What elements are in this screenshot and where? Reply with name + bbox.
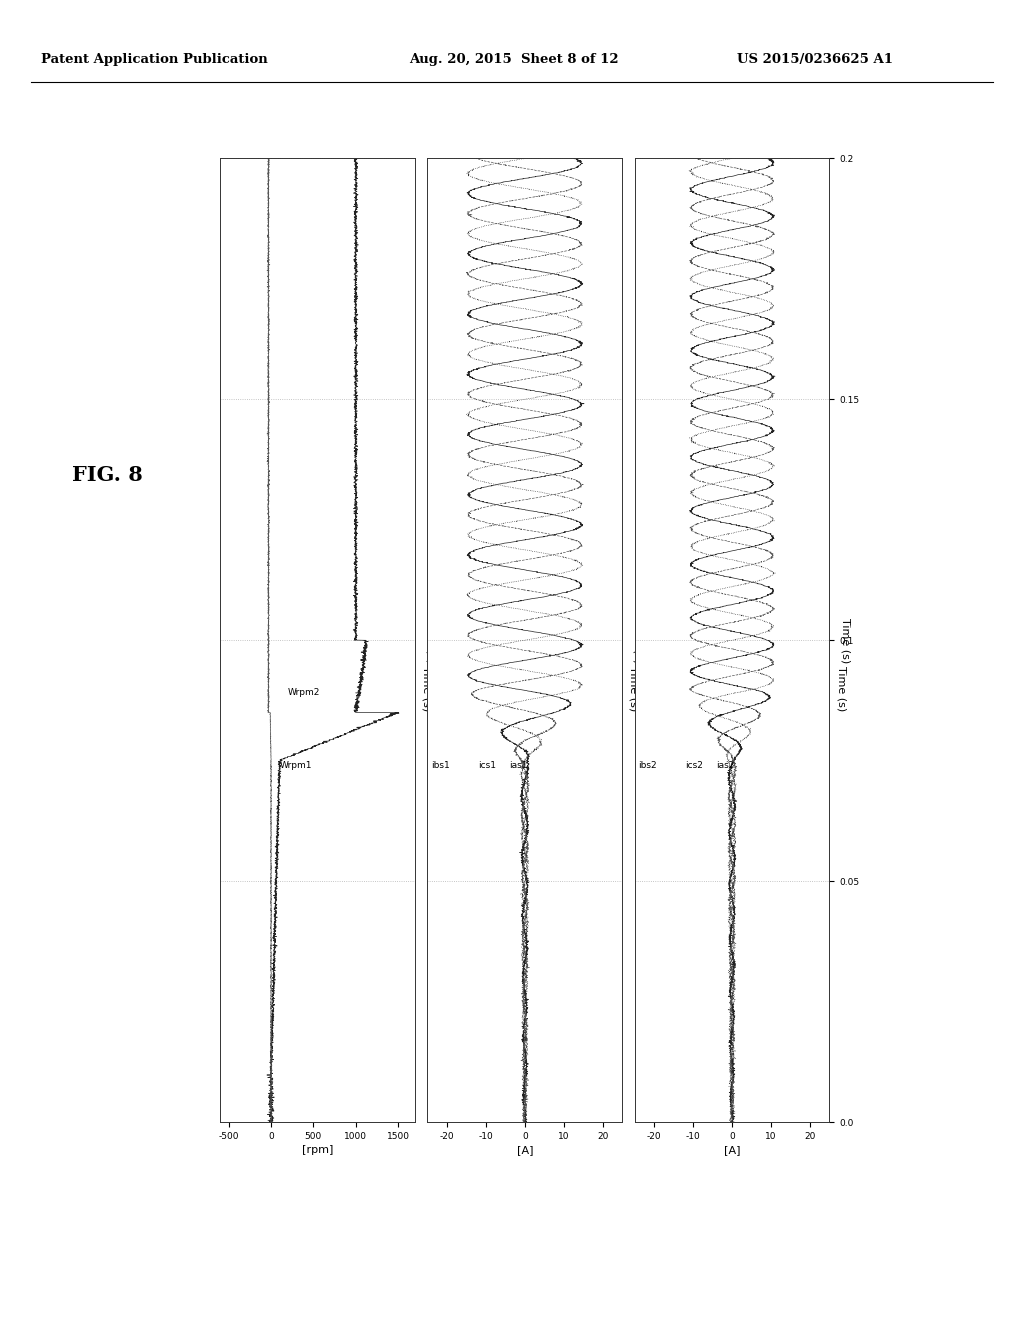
X-axis label: [A]: [A]: [516, 1144, 534, 1155]
X-axis label: [A]: [A]: [724, 1144, 740, 1155]
Text: Time (s): Time (s): [422, 665, 432, 711]
Text: ibs2: ibs2: [638, 760, 657, 770]
Text: ics2: ics2: [685, 760, 703, 770]
Text: ibs1: ibs1: [431, 760, 450, 770]
Text: ias2: ias2: [717, 760, 735, 770]
Text: ias1: ias1: [509, 760, 527, 770]
Text: Time (s): Time (s): [840, 618, 850, 663]
Text: ics1: ics1: [478, 760, 496, 770]
Text: Wrpm1: Wrpm1: [280, 760, 312, 770]
Text: Aug. 20, 2015  Sheet 8 of 12: Aug. 20, 2015 Sheet 8 of 12: [410, 53, 620, 66]
X-axis label: [rpm]: [rpm]: [302, 1144, 333, 1155]
Text: Time (s): Time (s): [629, 665, 639, 711]
Text: Wrpm2: Wrpm2: [288, 689, 321, 697]
Text: US 2015/0236625 A1: US 2015/0236625 A1: [737, 53, 893, 66]
Text: Time (s): Time (s): [426, 618, 435, 663]
Text: Time (s): Time (s): [633, 618, 643, 663]
Text: Patent Application Publication: Patent Application Publication: [41, 53, 267, 66]
Text: FIG. 8: FIG. 8: [72, 465, 142, 486]
Text: Time (s): Time (s): [837, 665, 846, 711]
